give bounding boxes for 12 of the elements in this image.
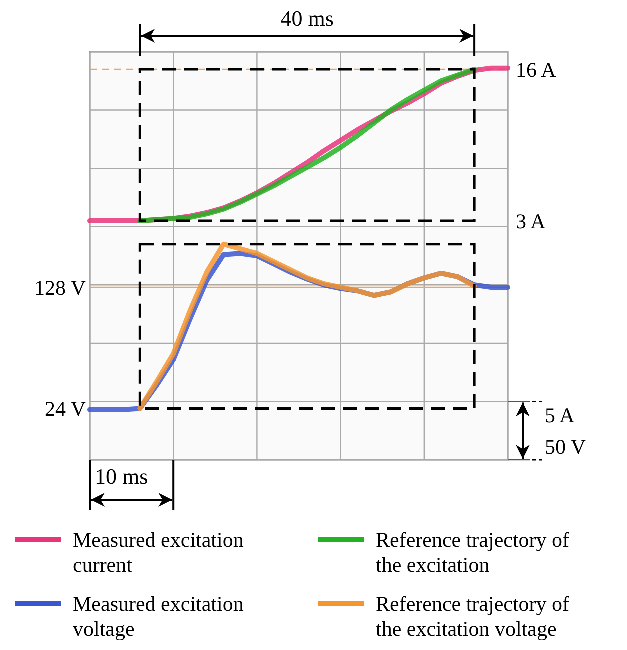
legend-label: Reference trajectory of the excitation	[376, 528, 570, 577]
y2-tick-label: 16 A	[516, 58, 558, 82]
legend-label: Measured excitation voltage	[73, 592, 244, 641]
legend-label: Reference trajectory of the excitation voltage	[376, 592, 570, 641]
y-tick-label: 128 V	[34, 276, 86, 300]
legend-label: Measured excitation current	[73, 528, 244, 577]
text: 10 ms	[95, 464, 148, 489]
text: 5 A	[545, 404, 576, 428]
text: 40 ms	[280, 6, 334, 31]
y-tick-label: 24 V	[44, 397, 86, 422]
text: 50 V	[545, 435, 586, 459]
y2-tick-label: 3 A	[516, 209, 547, 234]
